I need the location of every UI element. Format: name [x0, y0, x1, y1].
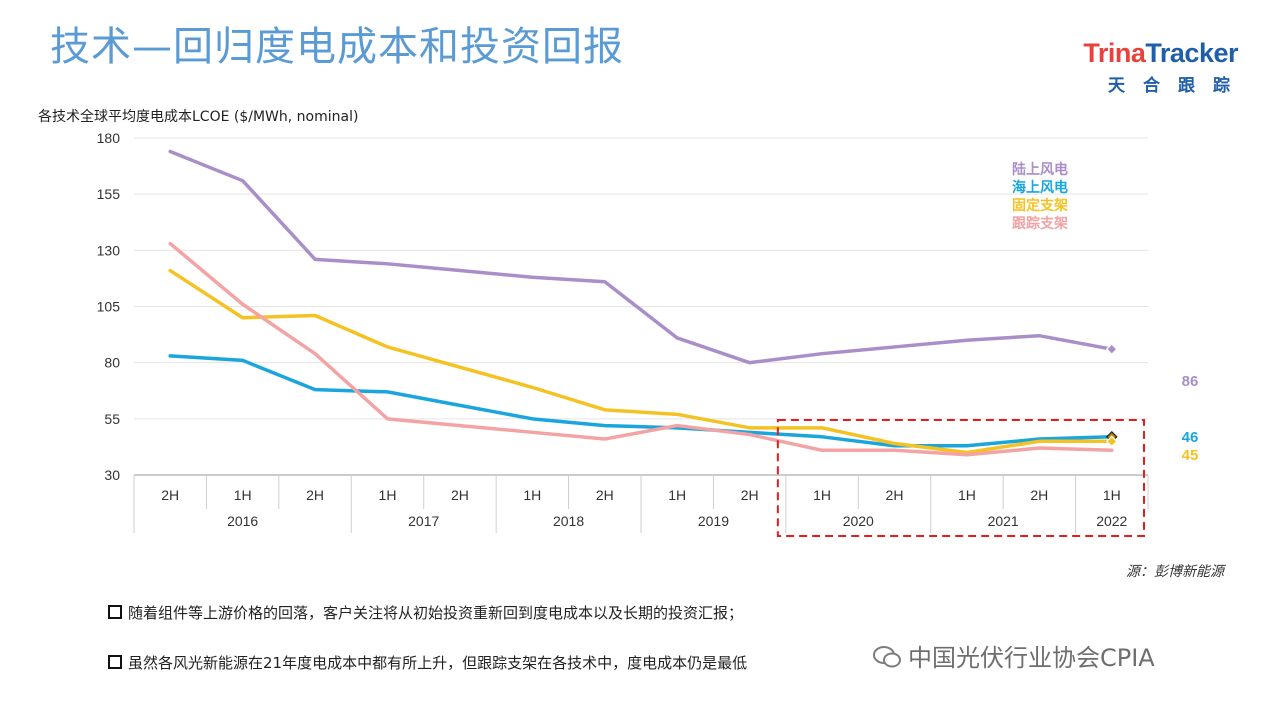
bullet-2-text: 虽然各风光新能源在21年度电成本中都有所上升，但跟踪支架在各技术中，度电成本仍是… — [128, 654, 748, 672]
page-title: 技术—回归度电成本和投资回报 — [50, 24, 624, 70]
checkbox-bullet-icon — [108, 655, 122, 669]
x-tick-label: 2H — [886, 487, 904, 503]
trina-tracker-logo: TrinaTracker 天合跟踪 — [1083, 38, 1238, 96]
source-note: 源：彭博新能源 — [1126, 564, 1224, 580]
x-tick-label: 1H — [813, 487, 831, 503]
year-label: 2019 — [698, 513, 729, 529]
year-label: 2020 — [843, 513, 874, 529]
watermark: 中国光伏行业协会CPIA — [872, 638, 1155, 673]
bullet-1-text: 随着组件等上游价格的回落，客户关注将从初始投资重新回到度电成本以及长期的投资汇报… — [128, 604, 744, 622]
end-value-label: 45 — [1182, 447, 1199, 464]
year-label: 2018 — [553, 513, 584, 529]
x-tick-label: 1H — [379, 487, 397, 503]
end-value-label: 46 — [1182, 429, 1199, 446]
data-point-marker — [1105, 435, 1118, 448]
bullet-1: 随着组件等上游价格的回落，客户关注将从初始投资重新回到度电成本以及长期的投资汇报… — [108, 602, 743, 623]
x-tick-label: 2H — [306, 487, 324, 503]
x-tick-label: 2H — [451, 487, 469, 503]
x-tick-label: 2H — [161, 487, 179, 503]
series-line — [168, 149, 1114, 365]
x-tick-label: 1H — [1103, 487, 1121, 503]
chart-title: 各技术全球平均度电成本LCOE ($/MWh, nominal) — [38, 109, 359, 125]
y-tick-label: 30 — [104, 467, 120, 483]
logo-subtitle: 天合跟踪 — [1108, 76, 1248, 96]
legend-entry: 陆上风电 — [1012, 161, 1068, 178]
x-tick-label: 1H — [234, 487, 252, 503]
x-tick-label: 2H — [741, 487, 759, 503]
x-tick-label: 1H — [668, 487, 686, 503]
y-tick-label: 180 — [97, 130, 121, 146]
y-tick-label: 155 — [97, 186, 121, 202]
x-tick-label: 1H — [523, 487, 541, 503]
highlight-box — [776, 419, 1145, 537]
series-line — [168, 268, 1114, 455]
watermark-text: 中国光伏行业协会CPIA — [908, 644, 1155, 672]
year-label: 2016 — [227, 513, 258, 529]
year-label: 2017 — [408, 513, 439, 529]
end-value-label: 86 — [1182, 373, 1199, 390]
wechat-icon — [873, 646, 901, 668]
logo-part-tracker: Tracker — [1145, 38, 1238, 68]
year-label: 2022 — [1096, 513, 1127, 529]
series-line — [168, 354, 1114, 448]
year-label: 2021 — [988, 513, 1019, 529]
data-point-marker — [1105, 343, 1118, 356]
lcoe-line-chart: 30 55 80 105 130 155 180 2H 1H 2H 1H 2H 1H 2H 1H 2H 1H 2H… — [97, 130, 1199, 537]
legend-entry: 跟踪支架 — [1012, 215, 1068, 232]
checkbox-bullet-icon — [108, 605, 122, 619]
x-tick-label: 2H — [1030, 487, 1048, 503]
y-tick-label: 130 — [97, 242, 121, 258]
logo-part-trina: Trina — [1083, 38, 1146, 68]
y-tick-label: 105 — [97, 299, 121, 315]
bullet-2: 虽然各风光新能源在21年度电成本中都有所上升，但跟踪支架在各技术中，度电成本仍是… — [108, 652, 747, 673]
x-tick-label: 2H — [596, 487, 614, 503]
x-tick-label: 1H — [958, 487, 976, 503]
series-line — [168, 241, 1114, 457]
legend-entry: 海上风电 — [1012, 179, 1068, 196]
legend-entry: 固定支架 — [1012, 197, 1068, 214]
y-tick-label: 80 — [104, 355, 120, 371]
y-tick-label: 55 — [104, 411, 120, 427]
